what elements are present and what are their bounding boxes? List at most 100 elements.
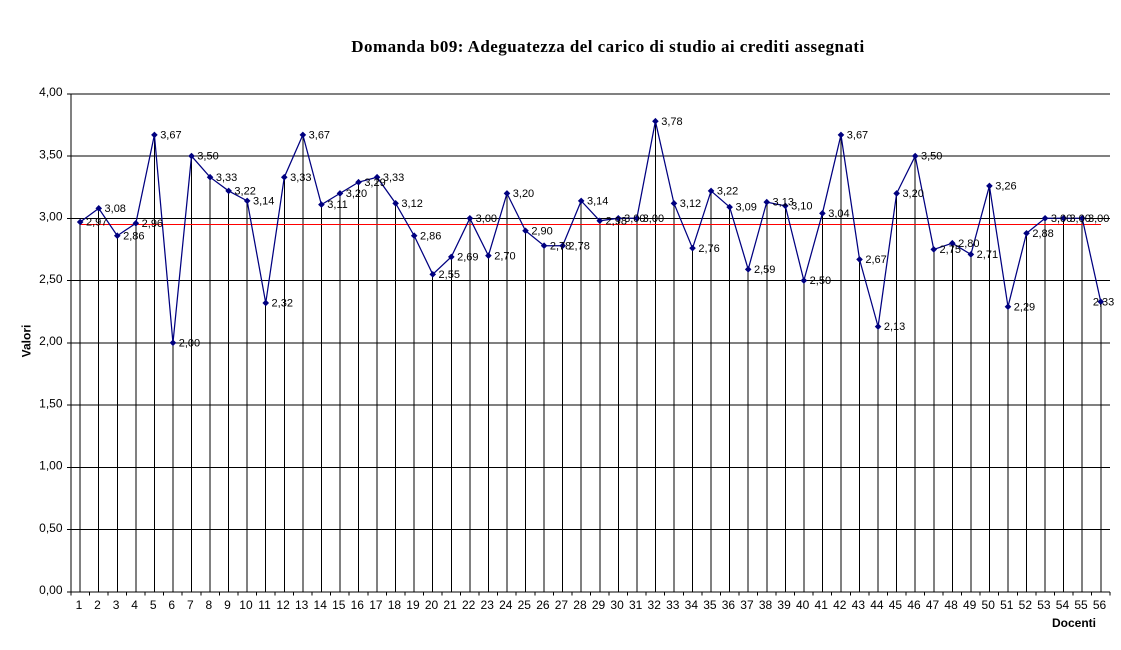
svg-text:3,00: 3,00 <box>476 213 497 225</box>
svg-text:3,67: 3,67 <box>309 129 330 141</box>
svg-text:40: 40 <box>796 598 810 612</box>
svg-text:19: 19 <box>406 598 420 612</box>
svg-text:3,00: 3,00 <box>39 210 63 224</box>
svg-text:48: 48 <box>944 598 958 612</box>
svg-text:14: 14 <box>314 598 328 612</box>
svg-text:51: 51 <box>1000 598 1014 612</box>
svg-text:2,86: 2,86 <box>123 230 144 242</box>
svg-text:3,10: 3,10 <box>791 200 812 212</box>
svg-text:2,98: 2,98 <box>606 215 627 227</box>
svg-text:3,33: 3,33 <box>290 172 311 184</box>
svg-text:53: 53 <box>1037 598 1051 612</box>
svg-text:27: 27 <box>555 598 569 612</box>
svg-text:16: 16 <box>351 598 365 612</box>
svg-text:3,14: 3,14 <box>253 195 274 207</box>
svg-text:3,20: 3,20 <box>902 188 923 200</box>
svg-text:26: 26 <box>536 598 550 612</box>
svg-text:3,00: 3,00 <box>1051 213 1072 225</box>
svg-text:49: 49 <box>963 598 977 612</box>
svg-text:3,20: 3,20 <box>513 188 534 200</box>
svg-text:39: 39 <box>777 598 791 612</box>
svg-text:2,67: 2,67 <box>865 254 886 266</box>
svg-text:37: 37 <box>740 598 754 612</box>
svg-text:30: 30 <box>610 598 624 612</box>
svg-text:3,33: 3,33 <box>383 172 404 184</box>
svg-text:3,78: 3,78 <box>661 116 682 128</box>
svg-text:22: 22 <box>462 598 476 612</box>
svg-text:42: 42 <box>833 598 847 612</box>
svg-text:2,29: 2,29 <box>1014 301 1035 313</box>
svg-text:9: 9 <box>224 598 231 612</box>
svg-text:3,50: 3,50 <box>197 151 218 163</box>
svg-text:15: 15 <box>332 598 346 612</box>
svg-text:3,50: 3,50 <box>39 147 63 161</box>
svg-text:3,26: 3,26 <box>995 181 1016 193</box>
svg-text:28: 28 <box>573 598 587 612</box>
svg-text:3,22: 3,22 <box>717 186 738 198</box>
svg-text:47: 47 <box>926 598 940 612</box>
svg-text:12: 12 <box>276 598 290 612</box>
svg-text:3,12: 3,12 <box>680 198 701 210</box>
svg-text:Domanda b09: Adeguatezza del c: Domanda b09: Adeguatezza del carico di s… <box>351 37 864 56</box>
svg-text:20: 20 <box>425 598 439 612</box>
svg-text:2,88: 2,88 <box>1032 228 1053 240</box>
svg-text:1,50: 1,50 <box>39 396 63 410</box>
svg-text:32: 32 <box>648 598 662 612</box>
svg-text:3,00: 3,00 <box>643 213 664 225</box>
svg-text:24: 24 <box>499 598 513 612</box>
svg-text:10: 10 <box>239 598 253 612</box>
svg-text:2,75: 2,75 <box>940 244 961 256</box>
svg-text:44: 44 <box>870 598 884 612</box>
svg-text:Valori: Valori <box>20 325 34 358</box>
svg-text:45: 45 <box>889 598 903 612</box>
svg-text:3,13: 3,13 <box>773 197 794 209</box>
svg-text:3,00: 3,00 <box>1069 213 1090 225</box>
svg-text:2,13: 2,13 <box>884 321 905 333</box>
svg-text:21: 21 <box>443 598 457 612</box>
svg-text:13: 13 <box>295 598 309 612</box>
svg-text:2,76: 2,76 <box>698 243 719 255</box>
svg-text:2,86: 2,86 <box>420 230 441 242</box>
svg-text:2,50: 2,50 <box>810 275 831 287</box>
svg-text:3,22: 3,22 <box>234 186 255 198</box>
svg-text:29: 29 <box>592 598 606 612</box>
svg-text:3,12: 3,12 <box>401 198 422 210</box>
svg-text:3,00: 3,00 <box>1088 213 1109 225</box>
svg-text:17: 17 <box>369 598 383 612</box>
svg-text:3,14: 3,14 <box>587 195 608 207</box>
svg-text:36: 36 <box>722 598 736 612</box>
svg-text:2,78: 2,78 <box>550 240 571 252</box>
svg-text:46: 46 <box>907 598 921 612</box>
svg-text:3,67: 3,67 <box>847 129 868 141</box>
svg-text:0,50: 0,50 <box>39 521 63 535</box>
svg-text:52: 52 <box>1019 598 1033 612</box>
svg-text:3,29: 3,29 <box>364 177 385 189</box>
svg-text:41: 41 <box>815 598 829 612</box>
svg-text:2,78: 2,78 <box>568 240 589 252</box>
svg-text:55: 55 <box>1074 598 1088 612</box>
svg-text:3,20: 3,20 <box>346 188 367 200</box>
svg-text:1,00: 1,00 <box>39 459 63 473</box>
svg-text:56: 56 <box>1093 598 1107 612</box>
svg-text:4: 4 <box>131 598 138 612</box>
svg-text:2,00: 2,00 <box>39 334 63 348</box>
svg-text:43: 43 <box>852 598 866 612</box>
svg-text:2,96: 2,96 <box>142 218 163 230</box>
svg-text:2,80: 2,80 <box>958 238 979 250</box>
svg-text:33: 33 <box>666 598 680 612</box>
svg-text:3,33: 3,33 <box>216 172 237 184</box>
svg-text:Docenti: Docenti <box>1052 616 1096 630</box>
svg-text:31: 31 <box>629 598 643 612</box>
svg-text:2,90: 2,90 <box>531 225 552 237</box>
svg-text:3,04: 3,04 <box>828 208 849 220</box>
svg-text:11: 11 <box>258 598 271 612</box>
svg-text:23: 23 <box>481 598 495 612</box>
svg-text:35: 35 <box>703 598 717 612</box>
svg-text:34: 34 <box>685 598 699 612</box>
svg-text:3: 3 <box>113 598 120 612</box>
svg-text:1: 1 <box>76 598 83 612</box>
svg-text:3,09: 3,09 <box>735 202 756 214</box>
svg-text:3,67: 3,67 <box>160 129 181 141</box>
svg-text:3,11: 3,11 <box>327 199 348 211</box>
svg-text:2,97: 2,97 <box>86 217 107 229</box>
